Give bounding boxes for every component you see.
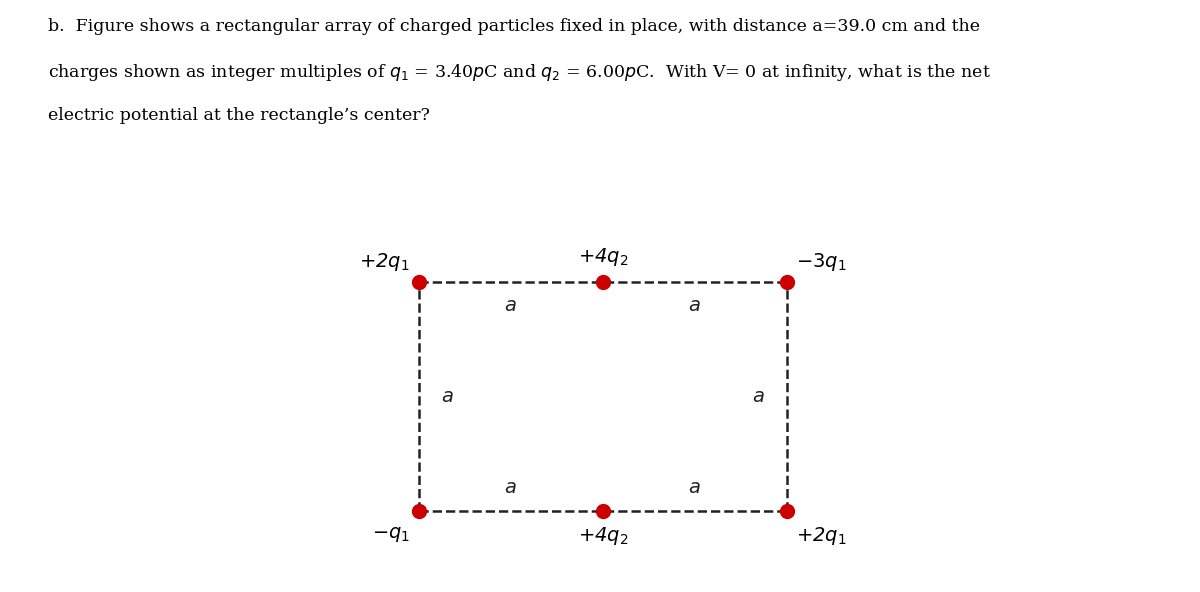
Point [593, 506, 612, 516]
Text: charges shown as integer multiples of $q_1$ = 3.40$p$C and $q_2$ = 6.00$p$C.  Wi: charges shown as integer multiples of $q… [48, 62, 991, 83]
Text: $-q_1$: $-q_1$ [372, 525, 409, 544]
Text: +4$q_2$: +4$q_2$ [577, 525, 628, 547]
Text: $-3q_1$: $-3q_1$ [796, 250, 846, 272]
Text: b.  Figure shows a rectangular array of charged particles fixed in place, with d: b. Figure shows a rectangular array of c… [48, 18, 980, 35]
Text: $a$: $a$ [689, 295, 701, 314]
Point [593, 277, 612, 287]
Text: +2$q_1$: +2$q_1$ [359, 250, 409, 272]
Text: $a$: $a$ [440, 387, 454, 406]
Text: $a$: $a$ [504, 478, 517, 497]
Point [409, 277, 428, 287]
Text: $a$: $a$ [504, 295, 517, 314]
Point [778, 277, 797, 287]
Point [778, 506, 797, 516]
Text: $a$: $a$ [689, 478, 701, 497]
Point [409, 506, 428, 516]
Text: +2$q_1$: +2$q_1$ [796, 525, 846, 547]
Text: $a$: $a$ [752, 387, 764, 406]
Text: electric potential at the rectangle’s center?: electric potential at the rectangle’s ce… [48, 107, 430, 124]
Text: +4$q_2$: +4$q_2$ [577, 246, 628, 268]
